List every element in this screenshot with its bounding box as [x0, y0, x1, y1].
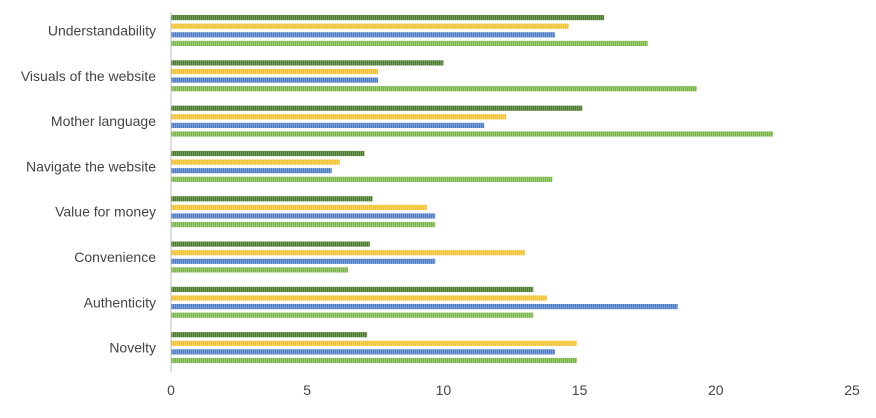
- category-label: Mother language: [51, 113, 156, 129]
- x-tick-label: 15: [572, 382, 588, 398]
- bar-1-series-3: [171, 86, 697, 92]
- bar-2-series-3: [171, 131, 774, 137]
- bar-1-series-1: [171, 68, 379, 75]
- x-tick-label: 20: [708, 382, 724, 398]
- bar-0-series-1: [171, 23, 569, 29]
- bar-3-series-0: [171, 150, 365, 157]
- bar-4-series-2: [171, 213, 436, 219]
- bar-5-series-3: [171, 267, 349, 273]
- bar-0-series-3: [171, 40, 648, 46]
- category-label: Authenticity: [84, 294, 156, 310]
- category-label: Convenience: [74, 249, 156, 265]
- bar-6-series-2: [171, 304, 678, 310]
- bar-6-series-0: [171, 286, 534, 292]
- x-tick-label: 25: [844, 382, 860, 398]
- bar-4-series-0: [171, 196, 373, 202]
- category-label: Visuals of the website: [21, 68, 156, 84]
- bar-1-series-2: [171, 77, 379, 83]
- bar-7-series-2: [171, 349, 556, 355]
- category-label: Value for money: [55, 204, 156, 220]
- bar-2-series-0: [171, 105, 583, 111]
- x-tick-label: 0: [167, 382, 175, 398]
- bar-7-series-1: [171, 340, 577, 346]
- bar-1-series-0: [171, 60, 444, 66]
- x-tick-labels: 0 5 10 15 20 25: [167, 382, 860, 398]
- category-label: Understandability: [48, 23, 156, 39]
- bar-5-series-2: [171, 258, 436, 264]
- bar-3-series-1: [171, 159, 340, 165]
- bar-6-series-1: [171, 295, 547, 301]
- x-tick-label: 10: [436, 382, 452, 398]
- bar-2-series-1: [171, 114, 507, 120]
- bar-5-series-0: [171, 241, 370, 247]
- category-label: Navigate the website: [26, 158, 156, 174]
- category-label: Novelty: [109, 340, 156, 356]
- bar-2-series-2: [171, 122, 485, 128]
- bar-6-series-3: [171, 312, 534, 318]
- bar-5-series-1: [171, 250, 526, 256]
- bar-0-series-2: [171, 32, 556, 38]
- bar-4-series-1: [171, 204, 428, 210]
- bar-7-series-3: [171, 357, 577, 364]
- bar-0-series-0: [171, 15, 605, 21]
- category-labels: Understandability Visuals of the website M…: [21, 23, 156, 356]
- bars-layer: [171, 15, 774, 364]
- bar-7-series-0: [171, 332, 368, 338]
- bar-3-series-2: [171, 168, 332, 174]
- bar-4-series-3: [171, 222, 436, 228]
- bar-3-series-3: [171, 176, 553, 182]
- x-tick-label: 5: [303, 382, 311, 398]
